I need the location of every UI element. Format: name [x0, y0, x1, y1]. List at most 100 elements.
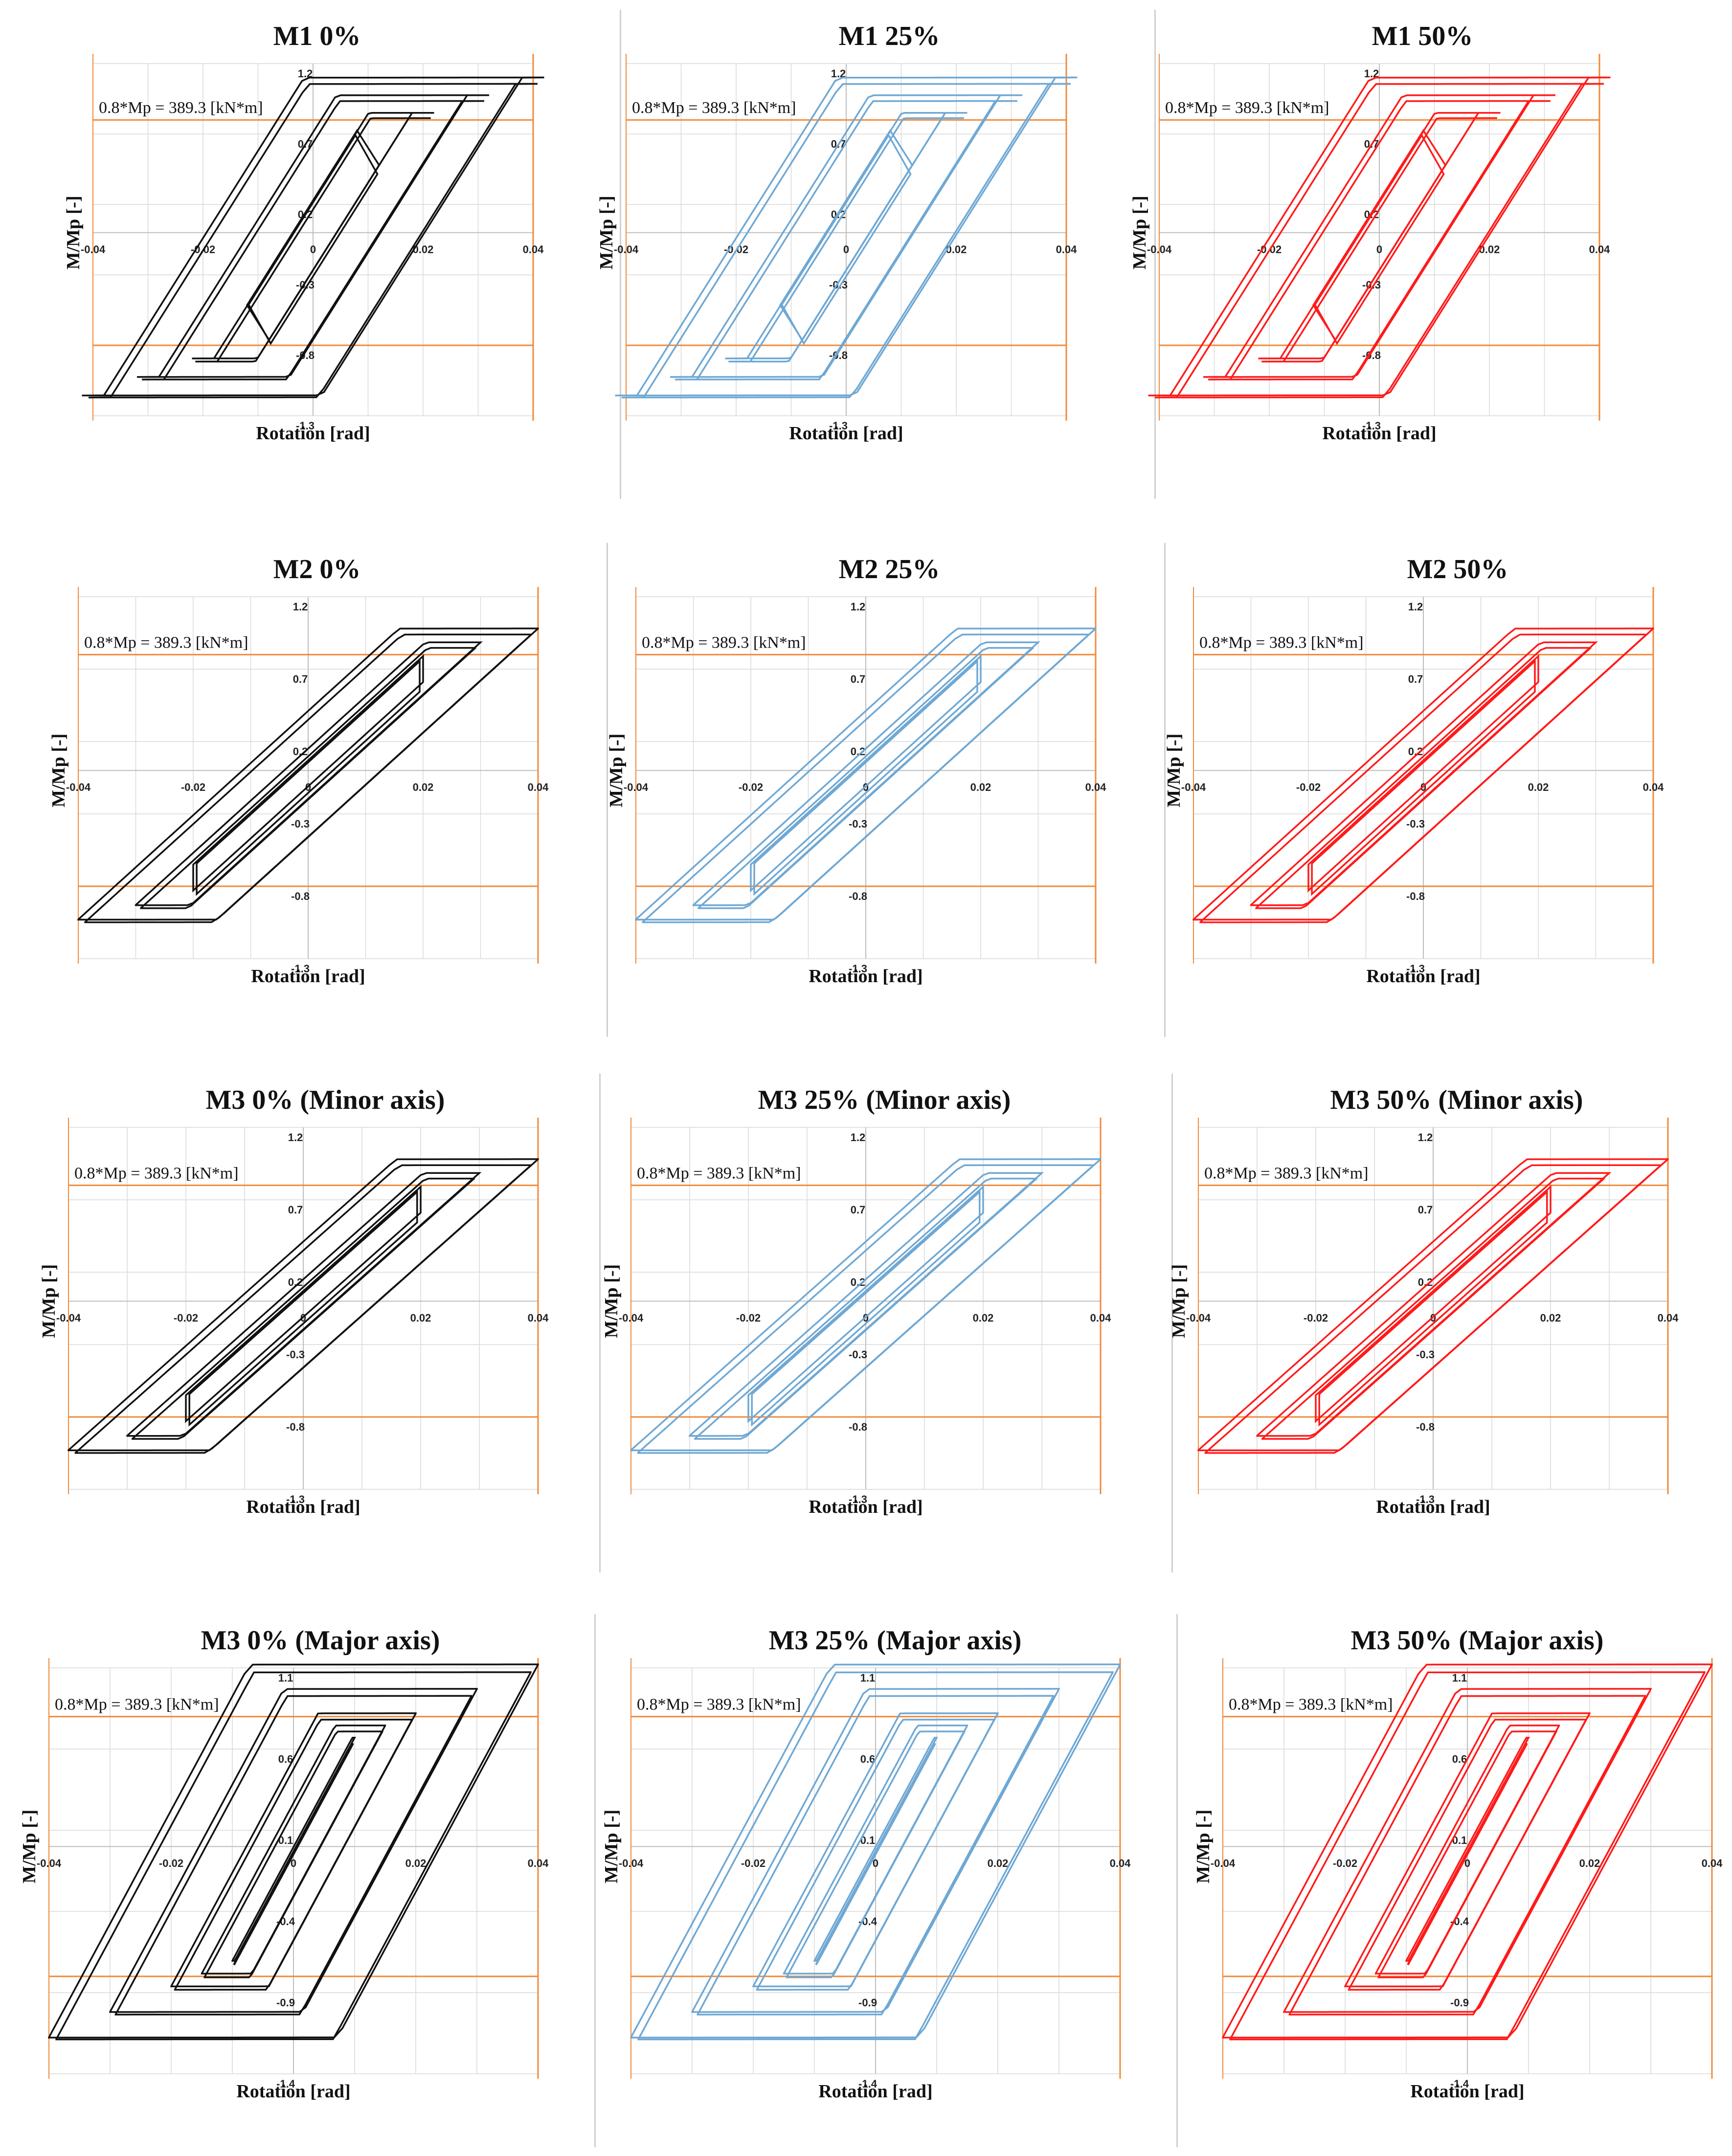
- hysteresis-loop-series: [1203, 94, 1556, 378]
- plot-group: M2 0%-0.04 -0.02 0 0.02 0.041.20.70.2-0.3-0.…: [48, 554, 549, 987]
- x-axis-label: Rotation [rad]: [818, 2081, 932, 2102]
- hysteresis-loop-series: [1318, 1190, 1548, 1427]
- x-tick-label: 0.04: [1643, 781, 1665, 793]
- x-tick-label: 0.02: [410, 1312, 431, 1324]
- plot-group: M1 50%-0.04 -0.02 0 0.02 0.041.20.70.2-0.3-0…: [1129, 21, 1611, 444]
- y-tick-label: -0.8: [286, 1421, 305, 1433]
- chart-m3min-0: M3 0% (Minor axis)-0.04 -0.02 0 0.02 0.041.2…: [39, 1085, 549, 1517]
- x-tick-label: 0: [843, 244, 849, 256]
- x-tick-label: 0: [310, 244, 316, 256]
- x-tick-label: 0.02: [413, 781, 434, 793]
- divider: [620, 10, 621, 499]
- x-tick-label: 0.04: [1085, 781, 1107, 793]
- x-tick-label: -0.02: [174, 1312, 198, 1324]
- hysteresis-loop-series: [751, 1190, 981, 1427]
- x-tick-label: 0.04: [1090, 1312, 1112, 1324]
- x-tick-label: -0.02: [736, 1312, 761, 1324]
- x-tick-label: 0.04: [528, 1857, 549, 1869]
- chart-m1-50: M1 50%-0.04 -0.02 0 0.02 0.041.20.70.2-0.3-0…: [1129, 21, 1611, 444]
- divider: [599, 1074, 601, 1572]
- chart-title: M3 25% (Major axis): [769, 1625, 1022, 1656]
- plot-group: M2 50%-0.04 -0.02 0 0.02 0.041.20.70.2-0.3-0…: [1164, 554, 1664, 987]
- hysteresis-loop-series: [1377, 1730, 1557, 1978]
- y-tick-label: 1.1: [278, 1672, 293, 1684]
- hysteresis-loop-series: [55, 1671, 532, 2041]
- hysteresis-loop-series: [621, 83, 1071, 399]
- x-tick-label: -0.02: [1296, 781, 1321, 793]
- y-tick-label: -0.3: [291, 818, 310, 830]
- y-tick-label: 1.1: [860, 1672, 876, 1684]
- hysteresis-loop-series: [675, 100, 1017, 381]
- chart-title: M3 50% (Minor axis): [1330, 1085, 1583, 1115]
- reference-label: 0.8*Mp = 389.3 [kN*m]: [632, 99, 796, 117]
- y-tick-label: 1.1: [1452, 1672, 1467, 1684]
- y-tick-label: 1.2: [851, 1131, 866, 1144]
- x-tick-label: 0.02: [973, 1312, 994, 1324]
- y-axis-label: M/Mp [-]: [606, 734, 627, 808]
- y-axis-label: M/Mp [-]: [1164, 734, 1184, 808]
- y-axis-label: M/Mp [-]: [601, 1264, 622, 1338]
- x-axis-label: Rotation [rad]: [809, 966, 922, 987]
- x-axis-label: Rotation [rad]: [236, 2081, 350, 2102]
- x-tick-label: 0.04: [1056, 244, 1078, 256]
- plot-group: M3 50% (Minor axis)-0.04 -0.02 0 0.02 0.041.…: [1169, 1085, 1679, 1517]
- y-tick-label: -0.3: [1406, 818, 1425, 830]
- x-tick-label: 0.04: [528, 781, 549, 793]
- y-tick-label: -1.3: [286, 1493, 305, 1505]
- divider: [1164, 543, 1166, 1037]
- reference-label: 0.8*Mp = 389.3 [kN*m]: [84, 633, 248, 651]
- hysteresis-loop-series: [728, 117, 964, 363]
- x-tick-label: -0.04: [56, 1312, 81, 1324]
- y-tick-label: -1.3: [296, 420, 315, 432]
- y-tick-label: 0.7: [1418, 1204, 1433, 1216]
- hysteresis-loop-series: [670, 94, 1023, 378]
- x-tick-label: -0.02: [739, 781, 763, 793]
- chart-m3maj-0: M3 0% (Major axis) -0.04 -0.02 0 0.02 0.04 1.1…: [19, 1625, 549, 2102]
- hysteresis-loop-series: [114, 1695, 472, 2016]
- hysteresis-loop-series: [109, 1688, 478, 2013]
- x-tick-label: 0.02: [405, 1857, 427, 1869]
- hysteresis-loop-series: [48, 1663, 539, 2039]
- y-axis-label: M/Mp [-]: [601, 1810, 622, 1884]
- hysteresis-loop-series: [136, 94, 490, 378]
- chart-m3min-25: M3 25% (Minor axis)-0.04 -0.02 0 0.02 0.041.…: [601, 1085, 1112, 1517]
- x-tick-label: 0: [1376, 244, 1382, 256]
- hysteresis-loop-series: [74, 1164, 532, 1454]
- divider: [1154, 10, 1156, 499]
- x-tick-label: -0.04: [614, 244, 639, 256]
- plot-group: M2 25%-0.04 -0.02 0 0.02 0.041.20.70.2-0.3-0…: [606, 554, 1106, 987]
- y-tick-label: -1.3: [1406, 963, 1425, 975]
- hysteresis-loop-series: [1229, 1671, 1706, 2041]
- chart-title: M1 0%: [273, 21, 361, 51]
- hysteresis-loop-series: [630, 1663, 1121, 2039]
- y-tick-label: 1.2: [293, 601, 308, 613]
- hysteresis-loop-series: [642, 633, 1090, 923]
- x-tick-label: 0.02: [1528, 781, 1549, 793]
- y-tick-label: 0.7: [851, 1204, 866, 1216]
- chart-m3min-50: M3 50% (Minor axis)-0.04 -0.02 0 0.02 0.041.…: [1169, 1085, 1679, 1517]
- hysteresis-loop-series: [174, 1719, 413, 1991]
- x-tick-label: 0.04: [1110, 1857, 1131, 1869]
- y-tick-label: 1.2: [288, 1131, 303, 1144]
- chart-title: M3 0% (Major axis): [201, 1625, 440, 1656]
- y-tick-label: -1.4: [276, 2078, 295, 2090]
- hysteresis-loop-series: [1261, 117, 1497, 363]
- x-tick-label: -0.04: [1211, 1857, 1236, 1869]
- hysteresis-loop-series: [753, 659, 978, 896]
- y-tick-label: -0.3: [849, 818, 867, 830]
- chart-m1-25: M1 25%-0.04 -0.02 0 0.02 0.041.20.70.2-0.3-0…: [596, 21, 1078, 444]
- plot-group: M1 25%-0.04 -0.02 0 0.02 0.041.20.70.2-0.3-0…: [596, 21, 1078, 444]
- hysteresis-loop-series: [750, 654, 982, 893]
- hysteresis-loop-series: [747, 1185, 984, 1423]
- hysteresis-loop-series: [1315, 1185, 1552, 1423]
- x-axis-label: Rotation [rad]: [1322, 423, 1436, 444]
- hysteresis-loop-series: [786, 1730, 966, 1978]
- chart-m3maj-25: M3 25% (Major axis) -0.04 -0.02 0 0.02 0.04 1.…: [601, 1625, 1131, 2102]
- hysteresis-loop-series: [1283, 1688, 1652, 2013]
- x-tick-label: 0.04: [523, 244, 544, 256]
- chart-m2-25: M2 25%-0.04 -0.02 0 0.02 0.041.20.70.2-0.3-0…: [606, 554, 1106, 987]
- x-tick-label: -0.04: [619, 1312, 644, 1324]
- reference-label: 0.8*Mp = 389.3 [kN*m]: [637, 1164, 801, 1182]
- hysteresis-loop-series: [615, 76, 1078, 397]
- y-axis-label: M/Mp [-]: [48, 734, 69, 808]
